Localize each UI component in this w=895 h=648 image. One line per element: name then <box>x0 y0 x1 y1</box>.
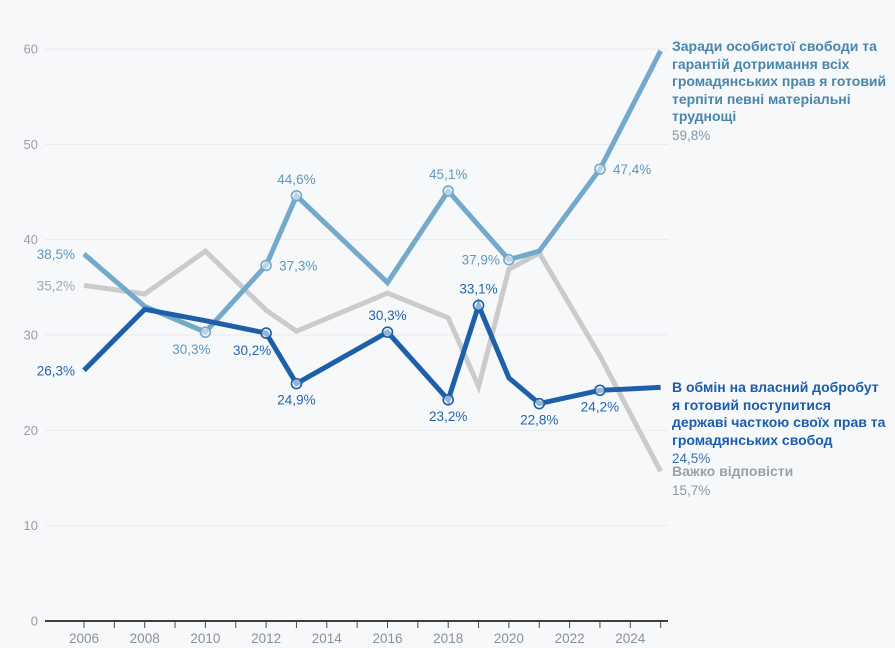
point-label-tradeoff-2012: 30,2% <box>233 343 271 358</box>
point-marker-tradeoff-2012 <box>260 327 272 339</box>
point-label-freedom-2010: 30,3% <box>172 342 210 357</box>
y-axis-label-0: 0 <box>31 614 38 629</box>
x-axis-label-2024: 2024 <box>615 631 646 646</box>
x-axis-label-2016: 2016 <box>372 631 402 646</box>
legend-item-freedom: Заради особистої свободи та гарантій дот… <box>672 38 890 144</box>
legend-label-tradeoff: В обмін на власний добробут я готовий по… <box>672 379 886 448</box>
x-axis-label-2010: 2010 <box>190 631 220 646</box>
point-marker-tradeoff-2013 <box>290 377 303 390</box>
point-marker-freedom-2012 <box>260 259 272 272</box>
point-label-tradeoff-2006: 26,3% <box>37 363 75 378</box>
x-axis-label-2012: 2012 <box>251 631 281 646</box>
y-axis-label-20: 20 <box>24 423 38 438</box>
y-axis-label-50: 50 <box>24 137 38 152</box>
point-label-freedom-2013: 44,6% <box>277 172 315 187</box>
legend-label-hard-to-answer: Важко відповісти <box>672 463 794 479</box>
point-marker-freedom-2023 <box>594 163 606 175</box>
point-marker-freedom-2020 <box>503 253 515 266</box>
x-axis-label-2006: 2006 <box>69 631 99 646</box>
point-label-tradeoff-2016: 30,3% <box>368 308 406 323</box>
point-label-freedom-2023: 47,4% <box>613 162 651 177</box>
point-label-freedom-2020: 37,9% <box>462 253 500 268</box>
point-marker-freedom-2013 <box>290 190 303 202</box>
x-axis-label-2020: 2020 <box>494 631 524 646</box>
point-marker-tradeoff-2016 <box>381 326 394 338</box>
point-marker-tradeoff-2019 <box>472 299 485 312</box>
legend-item-tradeoff: В обмін на власний добробут я готовий по… <box>672 379 890 468</box>
legend-label-freedom: Заради особистої свободи та гарантій дот… <box>672 38 887 124</box>
point-label-tradeoff-2013: 24,9% <box>277 393 315 408</box>
point-label-freedom-2018: 45,1% <box>429 167 467 182</box>
point-label-tradeoff-2023: 24,2% <box>581 399 619 414</box>
point-label-tradeoff-2018: 23,2% <box>429 409 467 424</box>
point-label-freedom-2012: 37,3% <box>279 258 317 273</box>
x-axis-label-2008: 2008 <box>130 631 160 646</box>
y-axis-label-10: 10 <box>24 518 38 533</box>
series-line-freedom <box>82 49 663 336</box>
legend-item-hard-to-answer: Важко відповісти 15,7% <box>672 463 890 499</box>
point-label-tradeoff-2021: 22,8% <box>520 413 558 428</box>
point-label-hard-2006: 35,2% <box>37 278 75 293</box>
point-label-freedom-2006: 38,5% <box>37 247 75 262</box>
point-label-tradeoff-2019: 33,1% <box>459 281 497 296</box>
y-axis-label-30: 30 <box>24 328 38 343</box>
x-axis-label-2018: 2018 <box>433 631 463 646</box>
point-marker-freedom-2010 <box>199 326 212 338</box>
point-marker-tradeoff-2018 <box>442 394 455 406</box>
x-axis-label-2014: 2014 <box>312 631 343 646</box>
point-marker-tradeoff-2023 <box>594 384 606 397</box>
legend-value-tradeoff: 24,5% <box>672 451 711 466</box>
y-axis-label-60: 60 <box>24 42 38 57</box>
y-axis-label-40: 40 <box>24 232 38 247</box>
series-line-hard <box>83 247 663 473</box>
x-axis-label-2022: 2022 <box>555 631 585 646</box>
point-marker-tradeoff-2021 <box>533 397 546 410</box>
point-marker-freedom-2018 <box>442 185 455 197</box>
series-line-tradeoff <box>82 298 661 407</box>
legend-value-hard-to-answer: 15,7% <box>672 482 711 498</box>
legend-value-freedom: 59,8% <box>672 127 711 143</box>
